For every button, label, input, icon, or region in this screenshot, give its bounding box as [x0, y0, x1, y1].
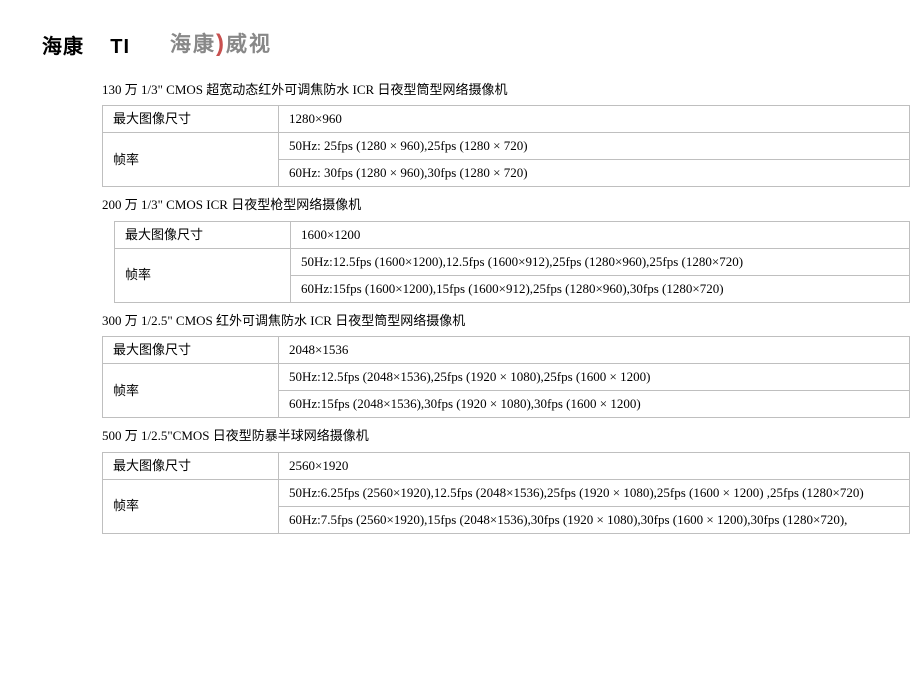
fps-label: 帧率: [115, 248, 291, 302]
spec-table-2: 最大图像尺寸 2048×1536 帧率 50Hz:12.5fps (2048×1…: [102, 336, 910, 418]
header: 海康 TI 海康)威视: [42, 28, 880, 60]
brand-code-text: TI: [110, 36, 130, 58]
product-section-0: 130 万 1/3" CMOS 超宽动态红外可调焦防水 ICR 日夜型筒型网络摄…: [40, 78, 880, 187]
table-row: 最大图像尺寸 1600×1200: [115, 221, 910, 248]
max-size-value: 1280×960: [279, 106, 910, 133]
table-row: 帧率 50Hz:12.5fps (2048×1536),25fps (1920 …: [103, 364, 910, 391]
max-size-label: 最大图像尺寸: [103, 106, 279, 133]
fps-label: 帧率: [103, 364, 279, 418]
max-size-value: 2560×1920: [279, 452, 910, 479]
table-row: 最大图像尺寸 1280×960: [103, 106, 910, 133]
product-title-3: 500 万 1/2.5"CMOS 日夜型防暴半球网络摄像机: [102, 424, 880, 447]
spec-table-0: 最大图像尺寸 1280×960 帧率 50Hz: 25fps (1280 × 9…: [102, 105, 910, 187]
max-size-value: 1600×1200: [291, 221, 910, 248]
table-row: 帧率 50Hz: 25fps (1280 × 960),25fps (1280 …: [103, 133, 910, 160]
max-size-label: 最大图像尺寸: [115, 221, 291, 248]
spec-table-3: 最大图像尺寸 2560×1920 帧率 50Hz:6.25fps (2560×1…: [102, 452, 910, 534]
table-row: 最大图像尺寸 2560×1920: [103, 452, 910, 479]
product-section-2: 300 万 1/2.5" CMOS 红外可调焦防水 ICR 日夜型筒型网络摄像机…: [40, 309, 880, 418]
spec-table-1: 最大图像尺寸 1600×1200 帧率 50Hz:12.5fps (1600×1…: [114, 221, 910, 303]
page: 海康 TI 海康)威视 130 万 1/3" CMOS 超宽动态红外可调焦防水 …: [0, 0, 920, 550]
product-title-2: 300 万 1/2.5" CMOS 红外可调焦防水 ICR 日夜型筒型网络摄像机: [102, 309, 880, 332]
product-section-1: 200 万 1/3" CMOS ICR 日夜型枪型网络摄像机 最大图像尺寸 16…: [40, 193, 880, 302]
max-size-label: 最大图像尺寸: [103, 452, 279, 479]
table-row: 帧率 50Hz:6.25fps (2560×1920),12.5fps (204…: [103, 479, 910, 506]
brand-cn-text: 海康: [42, 36, 84, 58]
logo-part1: 海康: [170, 28, 216, 58]
fps-50-value: 50Hz:12.5fps (1600×1200),12.5fps (1600×9…: [291, 248, 910, 275]
fps-60-value: 60Hz:15fps (2048×1536),30fps (1920 × 108…: [279, 391, 910, 418]
fps-label: 帧率: [103, 133, 279, 187]
max-size-value: 2048×1536: [279, 337, 910, 364]
max-size-label: 最大图像尺寸: [103, 337, 279, 364]
fps-60-value: 60Hz: 30fps (1280 × 960),30fps (1280 × 7…: [279, 160, 910, 187]
brand-title: 海康 TI: [42, 30, 130, 59]
logo-part2: 威视: [226, 28, 272, 58]
fps-60-value: 60Hz:7.5fps (2560×1920),15fps (2048×1536…: [279, 506, 910, 533]
fps-50-value: 50Hz:6.25fps (2560×1920),12.5fps (2048×1…: [279, 479, 910, 506]
fps-50-value: 50Hz: 25fps (1280 × 960),25fps (1280 × 7…: [279, 133, 910, 160]
fps-label: 帧率: [103, 479, 279, 533]
table-row: 最大图像尺寸 2048×1536: [103, 337, 910, 364]
product-title-1: 200 万 1/3" CMOS ICR 日夜型枪型网络摄像机: [102, 193, 880, 216]
product-section-3: 500 万 1/2.5"CMOS 日夜型防暴半球网络摄像机 最大图像尺寸 256…: [40, 424, 880, 533]
table-row: 帧率 50Hz:12.5fps (1600×1200),12.5fps (160…: [115, 248, 910, 275]
fps-50-value: 50Hz:12.5fps (2048×1536),25fps (1920 × 1…: [279, 364, 910, 391]
hikvision-logo: 海康)威视: [170, 28, 272, 60]
product-title-0: 130 万 1/3" CMOS 超宽动态红外可调焦防水 ICR 日夜型筒型网络摄…: [102, 78, 880, 101]
logo-paren: ): [216, 30, 226, 58]
fps-60-value: 60Hz:15fps (1600×1200),15fps (1600×912),…: [291, 275, 910, 302]
